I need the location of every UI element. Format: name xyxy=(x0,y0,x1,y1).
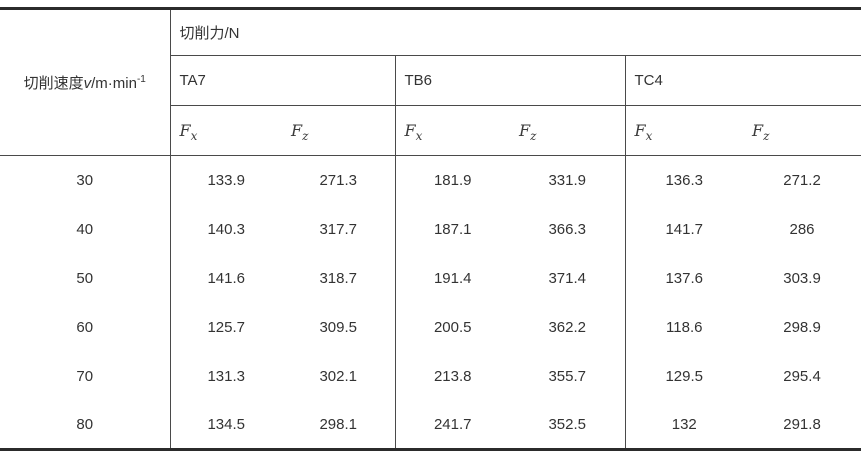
data-cell: 362.2 xyxy=(548,318,587,336)
col-header-fx-tb6: Fx xyxy=(394,105,510,156)
data-cell: 271.2 xyxy=(783,171,821,189)
fz-symbol: Fz xyxy=(752,120,770,143)
table-row: 70 131.3 302.1 213.8 355.7 129.5 295.4 xyxy=(0,351,861,401)
force-header-cell: 切削力/N xyxy=(170,8,861,56)
data-cell: 141.7 xyxy=(624,204,743,254)
data-cell: 191.4 xyxy=(394,253,510,303)
data-cell: 298.9 xyxy=(783,318,821,336)
col-header-fz-ta7: Fz xyxy=(282,105,395,156)
data-cell: 271.3 xyxy=(319,171,358,189)
data-cell: 352.5 xyxy=(548,415,587,433)
data-cell: 291.8 xyxy=(783,415,821,433)
data-cell: 355.7 xyxy=(548,367,587,385)
table-row: 80 134.5 298.1 241.7 352.5 132 291.8 xyxy=(0,400,861,450)
data-cell: 181.9 xyxy=(394,155,510,205)
speed-cell: 70 xyxy=(0,351,171,401)
speed-header-cell: 切削速度v/m·min-1 xyxy=(0,8,171,156)
data-cell: 309.5 xyxy=(319,318,358,336)
data-cell: 141.6 xyxy=(207,269,246,287)
data-cell: 200.5 xyxy=(394,302,510,352)
fz-symbol: Fz xyxy=(291,120,309,143)
table-row: 60 125.7 309.5 200.5 362.2 118.6 298.9 xyxy=(0,302,861,352)
data-cell: 303.9 xyxy=(783,269,821,287)
fz-symbol: Fz xyxy=(519,120,537,143)
header-row-components: Fx Fz Fx Fz Fx Fz xyxy=(0,105,861,156)
col-header-fz-tc4: Fz xyxy=(743,105,861,156)
fx-symbol: Fx xyxy=(634,120,653,143)
speed-exponent: -1 xyxy=(136,74,146,85)
material-header-tb6: TB6 xyxy=(394,55,625,106)
data-cell: 187.1 xyxy=(394,204,510,254)
data-cell: 134.5 xyxy=(207,415,246,433)
data-cell: 331.9 xyxy=(548,171,587,189)
data-cell: 213.8 xyxy=(394,351,510,401)
data-cell: 129.5 xyxy=(624,351,743,401)
speed-cell: 60 xyxy=(0,302,171,352)
header-row-materials: TA7 TB6 TC4 xyxy=(0,55,861,106)
col-header-fz-tb6: Fz xyxy=(510,105,625,156)
speed-cell: 40 xyxy=(0,204,171,254)
cutting-force-table: 切削速度v/m·min-1 切削力/N TA7 TB6 TC4 Fx Fz Fx… xyxy=(0,7,861,451)
header-row-force: 切削速度v/m·min-1 切削力/N xyxy=(0,8,861,156)
data-cell: 318.7 xyxy=(319,269,358,287)
data-cell: 125.7 xyxy=(207,318,246,336)
data-cell: 295.4 xyxy=(783,367,821,385)
data-cell: 366.3 xyxy=(548,220,587,238)
data-cell: 131.3 xyxy=(207,367,246,385)
data-cell: 136.3 xyxy=(624,155,743,205)
col-header-fx-tc4: Fx xyxy=(624,105,743,156)
data-cell: 298.1 xyxy=(319,415,358,433)
speed-cell: 30 xyxy=(0,155,171,205)
table-row: 40 140.3 317.7 187.1 366.3 141.7 286 xyxy=(0,204,861,254)
data-cell: 140.3 xyxy=(207,220,246,238)
speed-cell: 80 xyxy=(0,400,171,450)
table-row: 50 141.6 318.7 191.4 371.4 137.6 303.9 xyxy=(0,253,861,303)
fx-symbol: Fx xyxy=(404,120,423,143)
data-cell: 241.7 xyxy=(394,400,510,450)
fx-symbol: Fx xyxy=(179,120,198,143)
material-header-ta7: TA7 xyxy=(170,55,395,106)
data-cell: 137.6 xyxy=(624,253,743,303)
data-cell: 317.7 xyxy=(319,220,358,238)
speed-header-label: 切削速度v/m·min-1 xyxy=(23,74,146,93)
material-header-tc4: TC4 xyxy=(624,55,861,106)
data-cell: 302.1 xyxy=(319,367,358,385)
speed-cell: 50 xyxy=(0,253,171,303)
data-cell: 118.6 xyxy=(624,302,743,352)
speed-variable: v xyxy=(83,75,92,92)
data-cell: 133.9 xyxy=(207,171,246,189)
data-cell: 371.4 xyxy=(548,269,587,287)
col-header-fx-ta7: Fx xyxy=(170,105,282,156)
data-cell: 286 xyxy=(789,220,815,238)
data-cell: 132 xyxy=(624,400,743,450)
table-row: 30 133.9 271.3 181.9 331.9 136.3 271.2 xyxy=(0,155,861,205)
